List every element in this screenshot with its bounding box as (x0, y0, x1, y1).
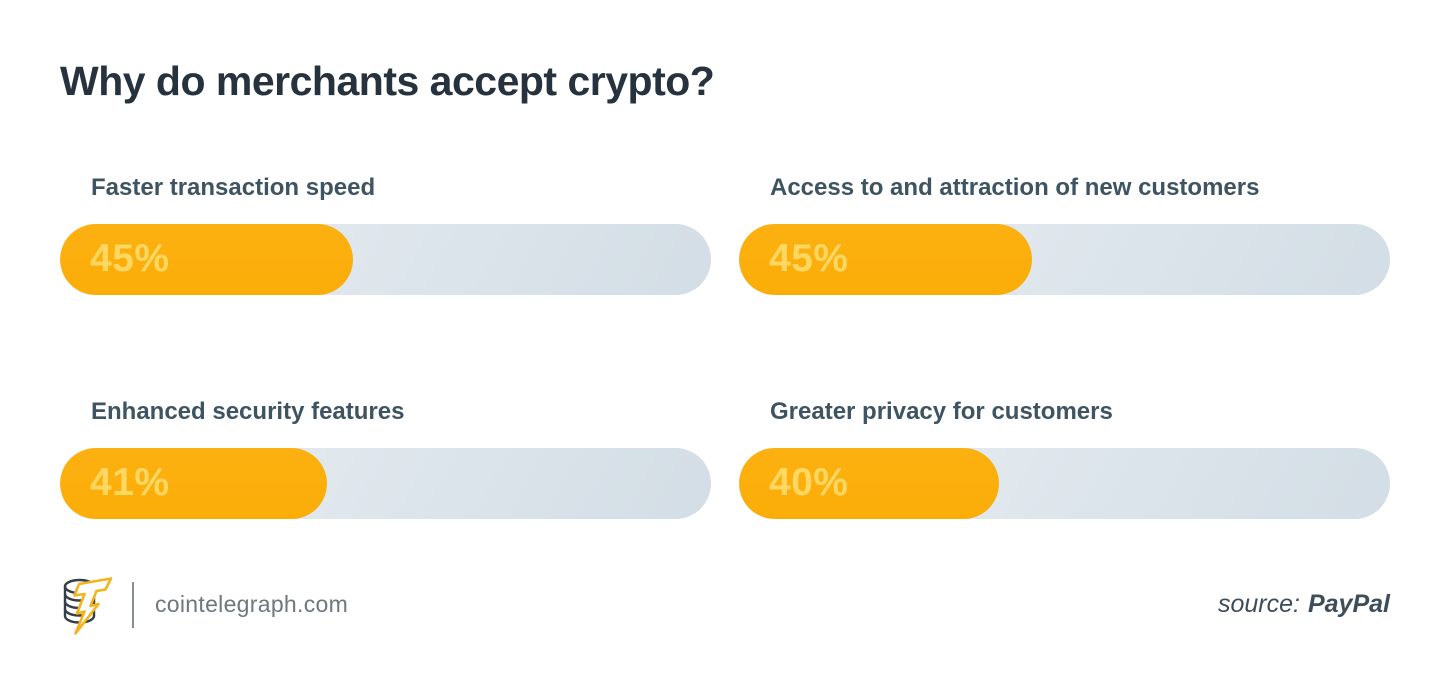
bar-track: 45% (739, 223, 1390, 295)
bar-fill: 45% (60, 223, 353, 295)
cointelegraph-logo-icon (63, 576, 113, 635)
bar-label: Faster transaction speed (91, 174, 376, 202)
cointelegraph-brand: cointelegraph.com (60, 573, 348, 637)
bar-fill: 41% (60, 447, 327, 519)
source-attribution: source: PayPal (1218, 590, 1390, 619)
lightning-bolt-icon (73, 576, 113, 635)
footer-site-text: cointelegraph.com (155, 591, 349, 618)
bar-item-new-customers: Access to and attraction of new customer… (739, 174, 1390, 295)
footer-divider (132, 581, 134, 628)
bar-value: 45% (90, 237, 170, 281)
bar-value: 41% (90, 461, 170, 505)
source-name: PayPal (1307, 590, 1390, 619)
bar-track: 41% (60, 447, 711, 519)
bar-value: 45% (769, 237, 849, 281)
bar-track: 40% (739, 447, 1390, 519)
bar-item-enhanced-security: Enhanced security features 41% (60, 398, 711, 519)
bar-value: 40% (769, 461, 849, 505)
bar-fill: 40% (739, 447, 1000, 519)
bar-track: 45% (60, 223, 711, 295)
page-title: Why do merchants accept crypto? (60, 58, 715, 104)
bar-item-greater-privacy: Greater privacy for customers 40% (739, 398, 1390, 519)
bar-fill: 45% (739, 223, 1032, 295)
bar-label: Enhanced security features (91, 397, 405, 425)
bars-grid: Faster transaction speed 45% Access to a… (60, 174, 1390, 519)
source-prefix: source: (1218, 590, 1300, 619)
footer: cointelegraph.com source: PayPal (60, 573, 1390, 637)
bar-label: Greater privacy for customers (770, 397, 1113, 425)
bar-item-faster-transaction-speed: Faster transaction speed 45% (60, 174, 711, 295)
bar-label: Access to and attraction of new customer… (770, 174, 1260, 202)
